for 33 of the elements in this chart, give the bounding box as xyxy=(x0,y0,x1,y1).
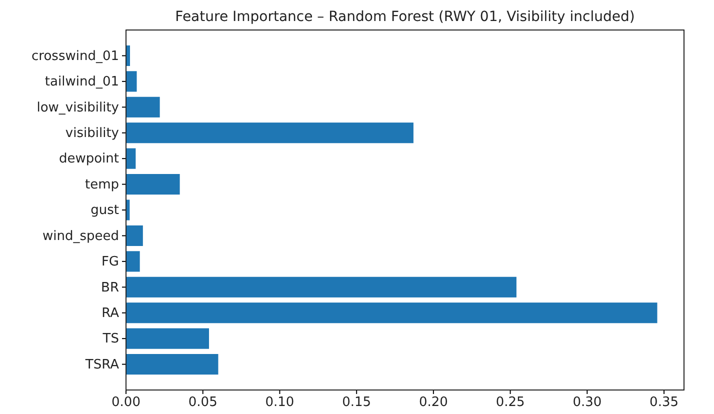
bar xyxy=(126,148,136,169)
x-tick-label: 0.35 xyxy=(650,395,678,410)
bar xyxy=(126,71,137,92)
x-tick-label: 0.00 xyxy=(112,395,140,410)
x-tick-label: 0.05 xyxy=(188,395,218,410)
y-tick-label: crosswind_01 xyxy=(32,48,119,64)
y-tick-label: tailwind_01 xyxy=(44,74,119,90)
y-tick-label: visibility xyxy=(65,126,120,142)
y-tick-label: RA xyxy=(102,306,120,322)
x-tick-label: 0.30 xyxy=(572,395,602,410)
bar xyxy=(126,122,414,144)
y-tick-label: temp xyxy=(84,177,119,192)
x-tick-label: 0.15 xyxy=(342,395,372,410)
bar xyxy=(126,96,160,118)
y-tick-label: wind_speed xyxy=(42,228,119,244)
x-tick-label: 0.10 xyxy=(265,395,294,410)
x-tick-label: 0.20 xyxy=(418,395,448,410)
x-tick-label: 0.25 xyxy=(496,395,525,410)
bar xyxy=(126,302,658,324)
y-tick-label: BR xyxy=(101,280,119,296)
chart-title: Feature Importance – Random Forest (RWY 01, Visibility included) xyxy=(175,9,635,25)
bar xyxy=(126,174,180,195)
bar xyxy=(126,251,140,272)
y-tick-label: TSRA xyxy=(84,357,120,372)
bar xyxy=(126,328,210,349)
bar xyxy=(126,276,516,298)
y-tick-label: dewpoint xyxy=(58,152,119,167)
bar xyxy=(126,354,218,375)
y-tick-label: TS xyxy=(102,332,119,347)
y-tick-label: low_visibility xyxy=(36,100,120,116)
y-tick-label: FG xyxy=(101,254,119,270)
y-tick-label: gust xyxy=(90,203,119,218)
bar xyxy=(126,225,143,246)
